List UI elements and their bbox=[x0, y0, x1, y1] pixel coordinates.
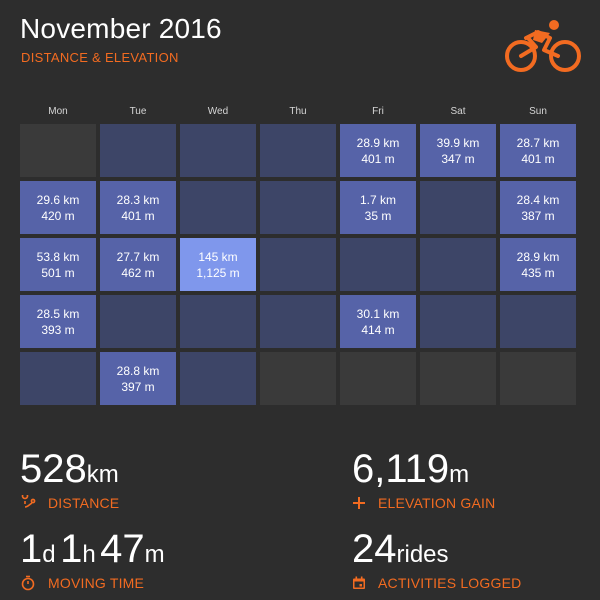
day-elevation: 387 m bbox=[521, 208, 555, 223]
day-elevation: 401 m bbox=[121, 208, 155, 223]
calendar-day-ride: 28.4 km 387 m bbox=[500, 181, 576, 234]
day-distance: 1.7 km bbox=[359, 192, 396, 207]
calendar-day-empty bbox=[260, 181, 336, 234]
calendar-day-empty bbox=[260, 238, 336, 291]
calendar-day-empty bbox=[420, 238, 496, 291]
distance-stat: 528km DISTANCE bbox=[20, 449, 119, 511]
weekday-thu: Thu bbox=[289, 106, 307, 117]
calendar-day-empty bbox=[500, 295, 576, 348]
day-distance: 28.9 km bbox=[356, 135, 400, 150]
moving-time-label: MOVING TIME bbox=[48, 575, 145, 591]
day-elevation: 1,125 m bbox=[196, 265, 240, 280]
moving-time-hours-unit: h bbox=[82, 541, 96, 568]
calendar-day-empty bbox=[180, 181, 256, 234]
calendar-day-ride: 28.9 km 435 m bbox=[500, 238, 576, 291]
moving-time-days: 1 bbox=[20, 527, 43, 571]
calendar-day-ride: 145 km 1,125 m bbox=[180, 238, 256, 291]
day-elevation: 435 m bbox=[521, 265, 555, 280]
calendar-day-empty bbox=[100, 295, 176, 348]
elevation-stat: 6,119m ELEVATION GAIN bbox=[352, 449, 495, 511]
calendar-day-empty bbox=[20, 352, 96, 405]
weekday-sat: Sat bbox=[450, 106, 466, 117]
calendar-padding-cell bbox=[260, 352, 336, 405]
day-elevation: 420 m bbox=[41, 208, 75, 223]
calendar-day-ride: 53.8 km 501 m bbox=[20, 238, 96, 291]
elevation-label: ELEVATION GAIN bbox=[378, 495, 496, 511]
distance-unit: km bbox=[86, 461, 119, 488]
day-elevation: 35 m bbox=[364, 208, 392, 223]
calendar-day-ride: 28.8 km 397 m bbox=[100, 352, 176, 405]
calendar-day-ride: 39.9 km 347 m bbox=[420, 124, 496, 177]
calendar-day-empty bbox=[180, 352, 256, 405]
day-elevation: 462 m bbox=[121, 265, 155, 280]
distance-label: DISTANCE bbox=[48, 495, 120, 511]
moving-time-days-unit: d bbox=[42, 541, 56, 568]
weekday-tue: Tue bbox=[129, 106, 147, 117]
calendar-day-empty bbox=[260, 124, 336, 177]
calendar-day-ride: 30.1 km 414 m bbox=[340, 295, 416, 348]
day-elevation: 397 m bbox=[121, 379, 155, 394]
activities-stat: 24rides ACTIVITIES LOGGED bbox=[352, 529, 521, 591]
day-elevation: 347 m bbox=[441, 151, 475, 166]
calendar-day-empty bbox=[180, 295, 256, 348]
calendar-padding-cell bbox=[500, 352, 576, 405]
moving-time-minutes: 47 bbox=[100, 527, 145, 571]
calendar-day-ride: 1.7 km 35 m bbox=[340, 181, 416, 234]
day-distance: 28.3 km bbox=[116, 192, 160, 207]
calendar-day-empty bbox=[260, 295, 336, 348]
page-subtitle: DISTANCE & ELEVATION bbox=[21, 50, 179, 65]
cyclist-icon bbox=[505, 20, 581, 72]
page-title: November 2016 bbox=[20, 13, 222, 44]
day-distance: 28.7 km bbox=[516, 135, 560, 150]
calendar-day-empty bbox=[420, 181, 496, 234]
calendar-day-ride: 28.3 km 401 m bbox=[100, 181, 176, 234]
route-icon bbox=[21, 495, 36, 508]
day-distance: 28.9 km bbox=[516, 249, 560, 264]
calendar-icon bbox=[353, 576, 365, 589]
day-distance: 28.4 km bbox=[516, 192, 560, 207]
moving-time-minutes-unit: m bbox=[144, 541, 165, 568]
weekday-fri: Fri bbox=[372, 106, 384, 117]
moving-time-hours: 1 bbox=[60, 527, 83, 571]
activities-value: 24 bbox=[352, 527, 397, 571]
calendar-day-ride: 28.9 km 401 m bbox=[340, 124, 416, 177]
day-distance: 39.9 km bbox=[436, 135, 480, 150]
calendar-day-empty bbox=[100, 124, 176, 177]
calendar-padding-cell bbox=[20, 124, 96, 177]
day-distance: 28.8 km bbox=[116, 363, 160, 378]
day-distance: 30.1 km bbox=[356, 306, 400, 321]
calendar-day-ride: 28.7 km 401 m bbox=[500, 124, 576, 177]
day-elevation: 401 m bbox=[521, 151, 555, 166]
day-distance: 53.8 km bbox=[36, 249, 80, 264]
weekday-wed: Wed bbox=[207, 106, 229, 117]
calendar-day-empty bbox=[180, 124, 256, 177]
calendar-grid: 28.9 km 401 m 39.9 km 347 m 28.7 km 401 m 29.6… bbox=[20, 124, 580, 405]
day-elevation: 414 m bbox=[361, 322, 395, 337]
activities-label: ACTIVITIES LOGGED bbox=[378, 575, 522, 591]
day-distance: 145 km bbox=[198, 249, 238, 264]
day-elevation: 393 m bbox=[41, 322, 75, 337]
calendar-padding-cell bbox=[340, 352, 416, 405]
calendar-padding-cell bbox=[420, 352, 496, 405]
weekday-sun: Sun bbox=[529, 106, 547, 117]
weekday-header: Mon Tue Wed Thu Fri Sat Sun bbox=[20, 106, 580, 120]
elevation-value: 6,119 bbox=[352, 447, 450, 491]
distance-value: 528 bbox=[20, 447, 87, 491]
calendar-day-empty bbox=[340, 238, 416, 291]
stopwatch-icon bbox=[21, 575, 35, 591]
calendar-day-empty bbox=[420, 295, 496, 348]
plus-icon bbox=[353, 497, 365, 509]
weekday-mon: Mon bbox=[48, 106, 68, 117]
moving-time-stat: 1d 1h 47m MOVING TIME bbox=[20, 529, 165, 591]
day-distance: 28.5 km bbox=[36, 306, 80, 321]
calendar-day-ride: 27.7 km 462 m bbox=[100, 238, 176, 291]
elevation-unit: m bbox=[449, 461, 470, 488]
activities-unit: rides bbox=[396, 541, 449, 568]
calendar-day-ride: 28.5 km 393 m bbox=[20, 295, 96, 348]
day-elevation: 501 m bbox=[41, 265, 75, 280]
calendar-day-ride: 29.6 km 420 m bbox=[20, 181, 96, 234]
day-distance: 27.7 km bbox=[116, 249, 160, 264]
day-distance: 29.6 km bbox=[36, 192, 80, 207]
day-elevation: 401 m bbox=[361, 151, 395, 166]
